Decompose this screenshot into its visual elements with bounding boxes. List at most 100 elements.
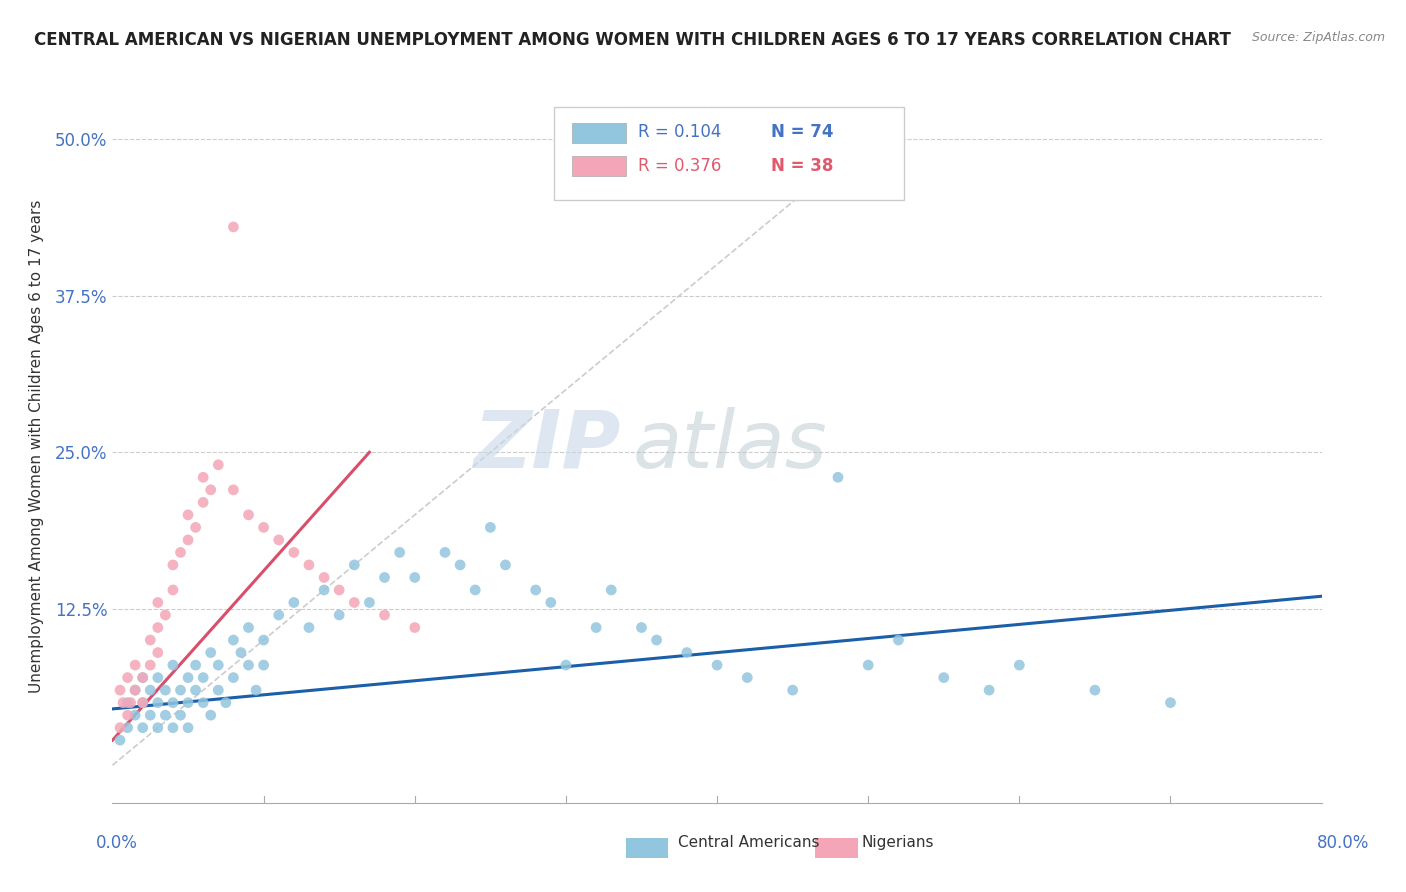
Point [222, 219, 245, 234]
Point [191, 495, 214, 509]
Point [191, 470, 214, 484]
Point [253, 633, 276, 648]
Point [162, 582, 184, 597]
Point [117, 671, 139, 685]
Point [298, 558, 321, 572]
Point [314, 570, 336, 584]
Point [524, 582, 547, 597]
Point [184, 683, 207, 698]
Y-axis label: Unemployment Among Women with Children Ages 6 to 17 years: Unemployment Among Women with Children A… [30, 199, 44, 693]
Point [977, 683, 1000, 698]
Point [146, 621, 169, 635]
Point [222, 633, 245, 648]
Point [374, 607, 396, 622]
Point [177, 508, 200, 522]
Point [200, 646, 222, 660]
Point [124, 683, 146, 698]
Point [585, 621, 607, 635]
Point [117, 721, 139, 735]
Point [314, 582, 336, 597]
Point [177, 533, 200, 547]
Point [200, 708, 222, 723]
Point [433, 545, 456, 559]
Point [645, 633, 668, 648]
Text: Nigerians: Nigerians [862, 836, 935, 850]
Point [374, 570, 396, 584]
Point [132, 671, 155, 685]
Point [238, 658, 260, 673]
Point [328, 582, 350, 597]
Point [675, 646, 697, 660]
FancyBboxPatch shape [554, 107, 904, 200]
Point [706, 658, 728, 673]
Point [343, 595, 366, 609]
Point [253, 658, 276, 673]
Point [359, 595, 381, 609]
Text: CENTRAL AMERICAN VS NIGERIAN UNEMPLOYMENT AMONG WOMEN WITH CHILDREN AGES 6 TO 17: CENTRAL AMERICAN VS NIGERIAN UNEMPLOYMEN… [34, 31, 1232, 49]
Point [146, 671, 169, 685]
Point [117, 708, 139, 723]
Point [177, 721, 200, 735]
Point [222, 671, 245, 685]
Point [132, 721, 155, 735]
Point [464, 582, 486, 597]
Point [139, 658, 162, 673]
Point [298, 621, 321, 635]
Point [177, 696, 200, 710]
Point [139, 683, 162, 698]
Point [108, 721, 131, 735]
Point [162, 658, 184, 673]
Point [388, 545, 411, 559]
Point [267, 607, 290, 622]
Point [554, 658, 576, 673]
Point [184, 520, 207, 534]
Point [782, 683, 804, 698]
Point [283, 545, 305, 559]
Point [177, 671, 200, 685]
Text: 80.0%: 80.0% [1316, 834, 1369, 852]
Point [404, 621, 426, 635]
Point [238, 508, 260, 522]
Point [827, 470, 849, 484]
Point [253, 520, 276, 534]
Point [229, 646, 252, 660]
Point [1084, 683, 1107, 698]
Point [139, 708, 162, 723]
Text: N = 38: N = 38 [772, 157, 834, 175]
Point [124, 658, 146, 673]
Point [404, 570, 426, 584]
Text: ZIP: ZIP [472, 407, 620, 485]
Point [132, 696, 155, 710]
Point [191, 671, 214, 685]
Point [630, 621, 652, 635]
Point [540, 595, 562, 609]
Point [132, 696, 155, 710]
Point [267, 533, 290, 547]
Point [108, 683, 131, 698]
Text: R = 0.376: R = 0.376 [638, 157, 721, 175]
Point [737, 671, 759, 685]
Point [155, 683, 177, 698]
Point [1008, 658, 1031, 673]
FancyBboxPatch shape [572, 156, 626, 177]
Point [162, 558, 184, 572]
Point [932, 671, 955, 685]
Point [479, 520, 502, 534]
Point [169, 545, 191, 559]
Text: 0.0%: 0.0% [96, 834, 138, 852]
Point [162, 696, 184, 710]
Point [184, 658, 207, 673]
Point [887, 633, 910, 648]
Point [139, 633, 162, 648]
Point [146, 646, 169, 660]
Point [155, 607, 177, 622]
Text: atlas: atlas [633, 407, 827, 485]
Point [162, 721, 184, 735]
Point [245, 683, 267, 698]
Point [207, 658, 229, 673]
Text: Source: ZipAtlas.com: Source: ZipAtlas.com [1251, 31, 1385, 45]
Point [169, 708, 191, 723]
Point [207, 458, 229, 472]
Point [108, 733, 131, 747]
Point [283, 595, 305, 609]
